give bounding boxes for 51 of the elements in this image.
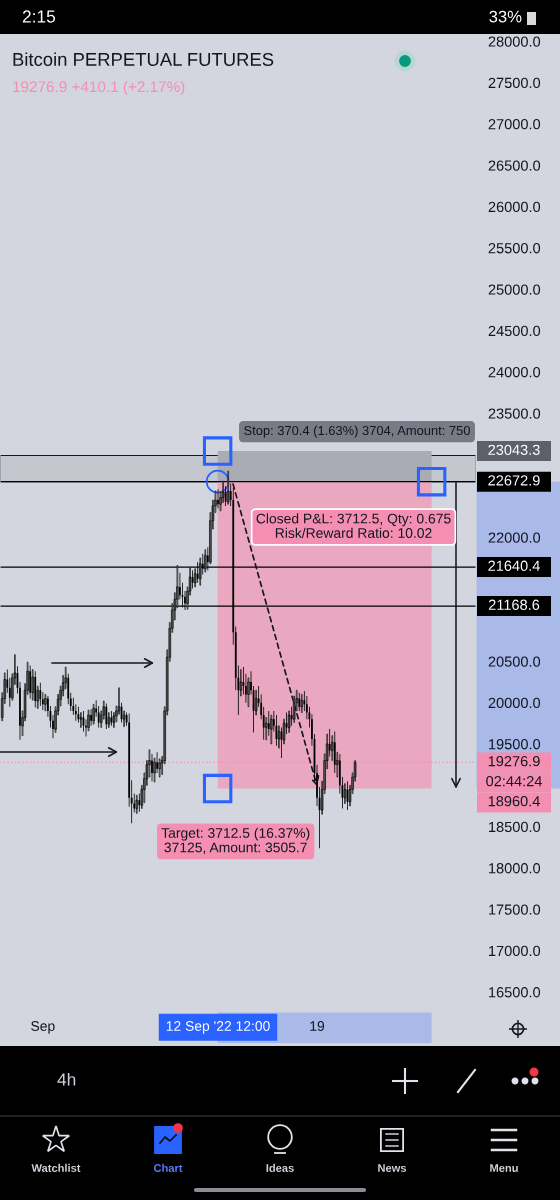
x-tick-label: Sep	[31, 1021, 55, 1034]
text: Watchlist	[31, 1163, 81, 1172]
candlestick	[39, 682, 42, 706]
y-tick-label: 25500.0	[488, 243, 541, 254]
y-tick-label: 18000.0	[489, 863, 541, 874]
data-label: Stop: 370.4 (1.63%) 3704, Amount: 750	[244, 425, 470, 438]
text: 4h	[57, 1072, 76, 1086]
candlestick	[110, 710, 113, 726]
y-tick-label: 28000.0	[488, 36, 541, 47]
annotation: Closed P&L: 3712.5, Qty: 0.675 Risk/Reward Ratio: 10.02	[256, 513, 451, 538]
y-tick-label: 23500.0	[488, 408, 541, 419]
y-tick-label: 19500.0	[489, 739, 541, 750]
y-tick-label: 22000.0	[488, 532, 541, 543]
candlestick	[275, 715, 278, 746]
text: Ideas	[266, 1163, 294, 1172]
ref-line-label: 21640.4	[488, 560, 540, 571]
y-tick-label: 20000.0	[488, 697, 541, 709]
candlestick	[270, 714, 273, 745]
text: 33%	[489, 10, 522, 23]
y-tick-label: 27000.0	[488, 119, 541, 130]
candlestick	[242, 667, 245, 695]
candlestick	[44, 694, 47, 712]
text: 02:44:24	[486, 776, 542, 787]
ref-line-label: 21168.6	[488, 599, 540, 610]
data-label: Target: 3712.5 (16.37%) 37125, Amount: 3505.7	[161, 827, 310, 854]
x-tick-label: 12 Sep '22 12:00	[166, 1021, 270, 1034]
text: 18960.4	[488, 796, 540, 807]
y-tick-label: 17500.0	[489, 904, 541, 915]
y-tick-label: 20500.0	[488, 656, 541, 667]
y-tick-label: 26000.0	[488, 201, 541, 213]
text: Chart	[153, 1163, 183, 1172]
y-tick-label: 26500.0	[488, 160, 541, 171]
text: Menu	[490, 1164, 518, 1172]
text: Bitcoin PERPETUAL FUTURES	[13, 52, 274, 66]
y-tick-label: 25000.0	[488, 284, 541, 295]
text: News	[378, 1164, 407, 1172]
y-tick-label: 27500.0	[488, 77, 541, 89]
ref-line-label: 22672.9	[488, 475, 540, 486]
x-tick-label: 19	[310, 1021, 325, 1031]
y-tick-label: 24000.0	[488, 367, 541, 378]
y-tick-label: 18500.0	[489, 821, 541, 833]
y-tick-label: 16500.0	[489, 987, 541, 998]
text: 23043.3	[488, 444, 540, 455]
candlestick	[158, 758, 161, 778]
text: 2:15	[22, 10, 56, 23]
candlestick	[247, 677, 250, 708]
candlestick	[153, 757, 156, 783]
text: 19276.9 +410.1 (+2.17%)	[13, 80, 185, 96]
y-tick-label: 24500.0	[488, 325, 541, 337]
ref-line-label: 19276.9	[488, 756, 540, 767]
y-tick-label: 17000.0	[489, 945, 541, 957]
